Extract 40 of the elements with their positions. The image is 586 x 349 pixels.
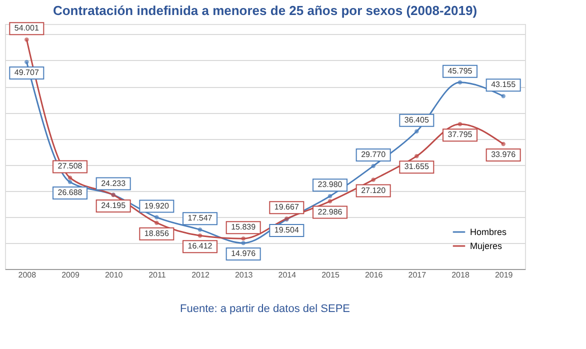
data-label: 24.195 bbox=[101, 201, 126, 210]
x-tick-label: 2011 bbox=[148, 270, 166, 280]
data-label: 31.655 bbox=[404, 162, 430, 172]
x-tick-label: 2009 bbox=[62, 270, 80, 280]
data-label: 43.155 bbox=[491, 80, 516, 90]
legend-label: Hombres bbox=[470, 227, 508, 237]
x-tick-label: 2016 bbox=[364, 270, 384, 280]
x-tick-label: 2010 bbox=[104, 270, 124, 280]
x-tick-label: 2008 bbox=[18, 270, 37, 280]
x-tick-label: 2015 bbox=[322, 270, 340, 280]
x-tick-label: 2014 bbox=[278, 270, 297, 280]
x-tick-label: 2012 bbox=[192, 270, 210, 280]
data-label: 19.504 bbox=[274, 225, 300, 234]
data-label: 19.667 bbox=[274, 202, 300, 212]
data-label: 18.856 bbox=[144, 228, 170, 238]
data-label: 17.547 bbox=[188, 214, 213, 223]
data-label: 26.688 bbox=[58, 188, 83, 198]
chart-title: Contratación indefinida a menores de 25 años por sexos (2008-2019) bbox=[52, 3, 478, 18]
data-label: 36.405 bbox=[404, 115, 430, 124]
data-label: 22.986 bbox=[318, 207, 343, 216]
legend-label: Mujeres bbox=[470, 241, 503, 251]
x-tick-label: 2019 bbox=[494, 270, 514, 280]
data-label: 16.412 bbox=[188, 242, 213, 251]
data-label: 49.707 bbox=[14, 68, 40, 78]
data-label: 19.920 bbox=[144, 201, 170, 210]
data-label: 29.770 bbox=[361, 150, 386, 159]
data-label: 14.976 bbox=[231, 249, 256, 258]
data-label: 23.980 bbox=[318, 180, 343, 190]
data-label: 33.976 bbox=[491, 150, 516, 160]
data-label: 15.839 bbox=[231, 222, 256, 232]
x-tick-label: 2018 bbox=[452, 270, 470, 280]
data-label: 45.795 bbox=[448, 66, 473, 76]
x-tick-label: 2017 bbox=[408, 270, 427, 280]
x-tick-label: 2013 bbox=[234, 270, 254, 280]
data-label: 27.120 bbox=[361, 186, 386, 195]
source-note: Fuente: a partir de datos del SEPE bbox=[180, 303, 350, 315]
data-label: 37.795 bbox=[448, 130, 473, 140]
data-label: 24.233 bbox=[101, 178, 126, 188]
data-label: 54.001 bbox=[14, 24, 40, 33]
data-label: 27.508 bbox=[58, 162, 83, 171]
